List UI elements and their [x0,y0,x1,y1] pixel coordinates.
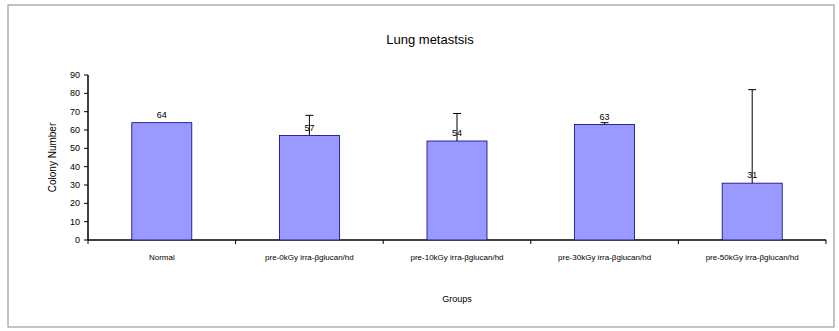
y-tick-label: 40 [70,162,80,172]
y-tick [84,203,88,204]
data-label: 63 [600,112,610,122]
marks [132,90,782,240]
y-axis-label: Colony Number [47,122,58,192]
x-axis-label: Groups [442,294,472,304]
x-tick [88,240,89,244]
data-label: 54 [452,128,462,138]
y-tick-label: 90 [70,70,80,80]
x-tick [383,240,384,244]
data-label: 31 [747,170,757,180]
bar [575,125,635,241]
y-tick [84,221,88,222]
x-tick-label: pre-0kGy irra-βglucan/hd [265,253,354,262]
x-tick-label: Normal [149,253,175,262]
error-cap [748,89,756,90]
x-tick [530,240,531,244]
y-tick [84,93,88,94]
y-tick [84,185,88,186]
x-tick-label: pre-30kGy irra-βglucan/hd [558,253,651,262]
x-tick-label: pre-10kGy irra-βglucan/hd [410,253,503,262]
error-bar [601,123,609,125]
bar [722,183,782,240]
y-tick [84,148,88,149]
y-tick-label: 30 [70,180,80,190]
data-label: 64 [157,110,167,120]
y-tick-label: 0 [75,235,80,245]
error-cap [453,113,461,114]
error-cap [601,122,609,123]
chart-svg: Lung metastsis 0 10 20 30 40 50 60 70 80 90 Colony … [0,0,839,331]
y-tick-label: 60 [70,125,80,135]
x-tick [826,240,827,244]
data-label: 57 [304,123,314,133]
y-tick [84,111,88,112]
y-tick [84,240,88,241]
y-tick-label: 80 [70,88,80,98]
x-tick [235,240,236,244]
y-tick [84,166,88,167]
y-tick-label: 70 [70,107,80,117]
x-tick [678,240,679,244]
bar [279,136,339,241]
y-tick-label: 10 [70,217,80,227]
chart-container: Lung metastsis 0 10 20 30 40 50 60 70 80 90 Colony … [0,0,839,331]
error-bar [748,90,756,184]
y-tick-label: 50 [70,143,80,153]
error-cap [305,115,313,116]
chart-frame [8,5,834,327]
y-axis [87,75,89,240]
error-stem [752,90,753,184]
y-tick [84,130,88,131]
x-tick-label: pre-50kGy irra-βglucan/hd [706,253,799,262]
y-tick [84,75,88,76]
bar [132,123,192,240]
bar [427,141,487,240]
chart-title: Lung metastsis [386,32,474,47]
y-tick-label: 20 [70,198,80,208]
